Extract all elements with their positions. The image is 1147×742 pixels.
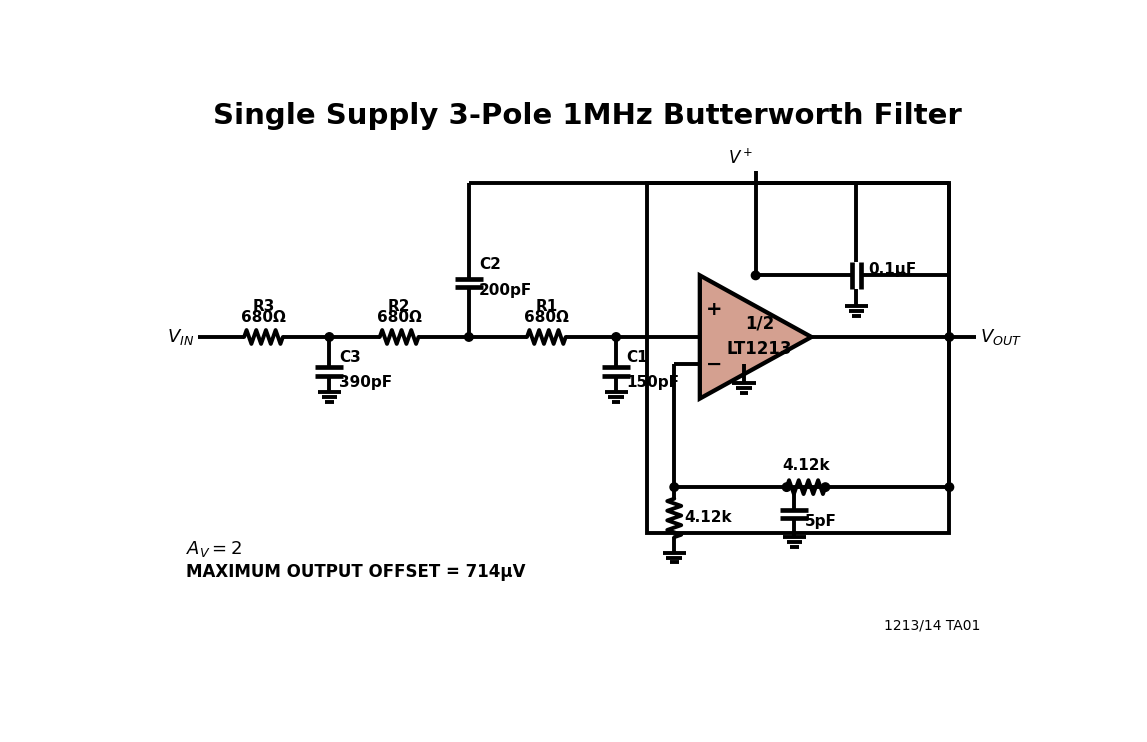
Circle shape — [782, 483, 791, 491]
Text: 0.1μF: 0.1μF — [868, 262, 916, 277]
Text: C2: C2 — [479, 257, 501, 272]
Circle shape — [945, 483, 953, 491]
Text: 680Ω: 680Ω — [524, 310, 569, 326]
Text: R1: R1 — [536, 299, 557, 314]
Text: $V_{OUT}$: $V_{OUT}$ — [981, 327, 1022, 347]
Circle shape — [611, 332, 621, 341]
Text: 680Ω: 680Ω — [376, 310, 422, 326]
Circle shape — [325, 332, 334, 341]
Text: 1213/14 TA01: 1213/14 TA01 — [884, 619, 981, 633]
Text: MAXIMUM OUTPUT OFFSET = 714μV: MAXIMUM OUTPUT OFFSET = 714μV — [186, 563, 525, 581]
Text: R2: R2 — [388, 299, 411, 314]
Text: $V_{IN}$: $V_{IN}$ — [166, 327, 194, 347]
Circle shape — [945, 332, 953, 341]
Text: $A_V = 2$: $A_V = 2$ — [186, 539, 242, 559]
Text: $V^+$: $V^+$ — [728, 148, 754, 168]
Text: 390pF: 390pF — [340, 375, 392, 390]
Text: 200pF: 200pF — [479, 283, 532, 298]
Text: C3: C3 — [340, 350, 361, 366]
Text: R3: R3 — [252, 299, 274, 314]
Text: 150pF: 150pF — [626, 375, 679, 390]
Text: C1: C1 — [626, 350, 648, 366]
Text: −: − — [705, 355, 721, 373]
Circle shape — [821, 483, 829, 491]
Text: Single Supply 3-Pole 1MHz Butterworth Filter: Single Supply 3-Pole 1MHz Butterworth Fi… — [213, 102, 962, 130]
Text: 680Ω: 680Ω — [241, 310, 286, 326]
Text: +: + — [705, 301, 721, 319]
Bar — [647, 183, 950, 533]
Text: 4.12k: 4.12k — [685, 510, 732, 525]
Circle shape — [751, 271, 759, 280]
Polygon shape — [700, 275, 811, 398]
Text: LT1213: LT1213 — [727, 340, 793, 358]
Text: 1/2: 1/2 — [744, 314, 774, 332]
Text: 4.12k: 4.12k — [782, 459, 829, 473]
Circle shape — [670, 483, 679, 491]
Text: 5pF: 5pF — [804, 514, 836, 529]
Circle shape — [465, 332, 473, 341]
